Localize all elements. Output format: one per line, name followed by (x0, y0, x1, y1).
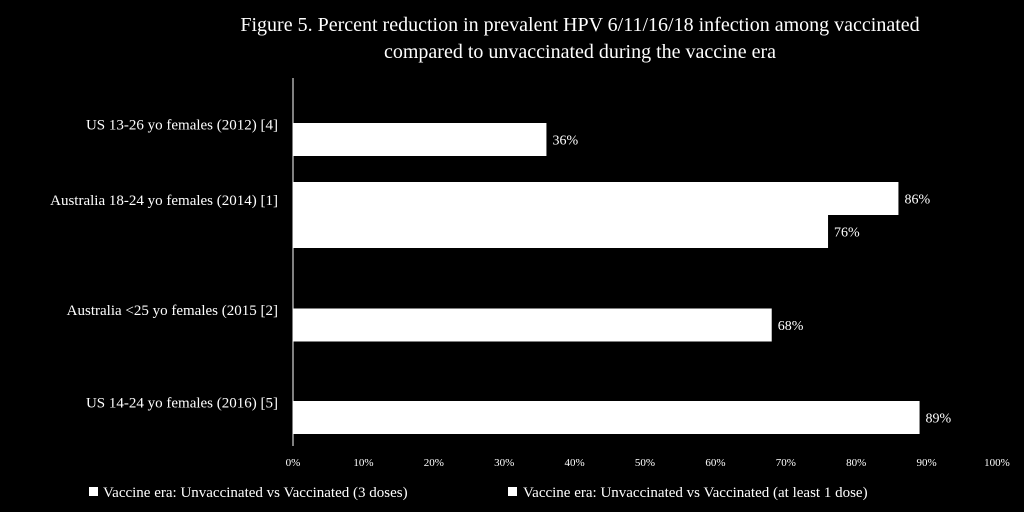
category-labels: US 13-26 yo females (2012) [4] Australia … (50, 118, 278, 412)
data-labels: 36% 86% 76% 68% 89% (552, 134, 951, 427)
legend-swatch (508, 487, 517, 496)
legend-swatch (89, 487, 98, 496)
category-label: US 14-24 yo females (2016) [5] (86, 396, 278, 412)
x-tick-label: 20% (424, 457, 444, 469)
chart-title-line-1: Figure 5. Percent reduction in prevalent… (240, 14, 919, 36)
data-label: 68% (778, 319, 804, 334)
category-label: Australia 18-24 yo females (2014) [1] (50, 193, 278, 209)
bar (293, 123, 547, 156)
x-tick-label: 50% (635, 457, 655, 469)
chart-title-line-2: compared to unvaccinated during the vacc… (384, 41, 776, 63)
data-label: 76% (834, 226, 860, 241)
x-tick-label: 70% (776, 457, 796, 469)
category-label: Australia <25 yo females (2015 [2] (67, 303, 278, 319)
legend-label: Vaccine era: Unvaccinated vs Vaccinated … (103, 485, 408, 501)
x-tick-label: 10% (353, 457, 373, 469)
bar (293, 182, 899, 215)
x-tick-label: 60% (705, 457, 725, 469)
bar (293, 401, 920, 434)
legend-label: Vaccine era: Unvaccinated vs Vaccinated … (523, 485, 868, 501)
bar (293, 215, 829, 248)
data-label: 89% (926, 412, 952, 427)
x-tick-label: 40% (565, 457, 585, 469)
x-tick-label: 80% (846, 457, 866, 469)
legend: Vaccine era: Unvaccinated vs Vaccinated … (89, 485, 868, 501)
x-tick-label: 100% (984, 457, 1010, 469)
bar (293, 308, 772, 342)
x-tick-label: 30% (494, 457, 514, 469)
x-tick-label: 0% (286, 457, 301, 469)
data-label: 86% (904, 193, 930, 208)
category-label: US 13-26 yo females (2012) [4] (86, 118, 278, 134)
data-label: 36% (552, 134, 578, 149)
bars (293, 123, 920, 434)
x-tick-label: 90% (917, 457, 937, 469)
x-axis-ticks: 0% 10% 20% 30% 40% 50% 60% 70% 80% 90% 100% (286, 457, 1010, 469)
